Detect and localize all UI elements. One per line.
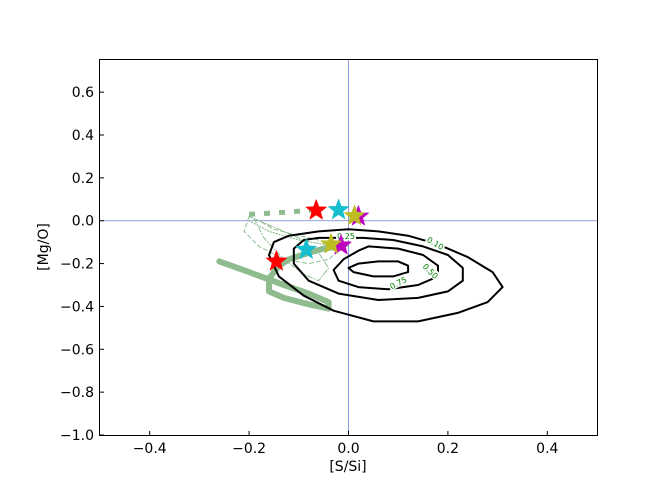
x-tick-label: −0.4 [133,441,167,457]
y-tick-label: 0.4 [72,128,94,144]
y-tick-label: −0.4 [60,299,94,315]
density-contour-0.10 [268,228,504,323]
x-tick-label: −0.2 [232,441,266,457]
y-tick-label: 0.6 [72,85,94,101]
y-tick-label: −0.8 [60,385,94,401]
star-marker [265,249,288,271]
x-tick-label: 0.4 [536,441,558,457]
model-track-thin-dashdot [253,218,330,282]
x-axis-label: [S/Si] [329,459,366,475]
y-tick-label: −0.6 [60,342,94,358]
x-tick-label: 0.2 [437,441,459,457]
y-tick-label: 0.0 [72,214,94,230]
star-marker [319,232,343,254]
contour-label-background [336,231,357,241]
contour-label: 0.75 [388,275,408,291]
y-tick-label: −1.0 [60,428,94,444]
y-tick-label: 0.2 [72,171,94,187]
axis-ticks: −0.4 −0.2 0.0 0.2 0.4 0.6 0.4 0.2 0.0 −0.2 −0.4 −0.… [60,85,559,457]
plot-content: 0.100.250.500.75 [100,60,597,435]
y-tick-label: −0.2 [60,257,94,273]
star-marker [343,204,366,226]
star-marker [305,198,328,220]
x-tick-label: 0.0 [337,441,359,457]
model-track-thick-dashed [248,207,319,217]
contour-label-background [420,260,442,281]
density-contour-0.75 [347,260,410,278]
contour-label: 0.25 [337,232,355,241]
model-track-thin-dashed [243,215,340,265]
y-axis-label: [Mg/O] [36,223,52,271]
density-contour-0.50 [332,245,439,291]
contour-label-background [387,273,409,292]
star-marker [327,198,350,220]
axes-frame [99,59,598,436]
contour-label-background [424,233,447,252]
star-marker [295,237,318,260]
